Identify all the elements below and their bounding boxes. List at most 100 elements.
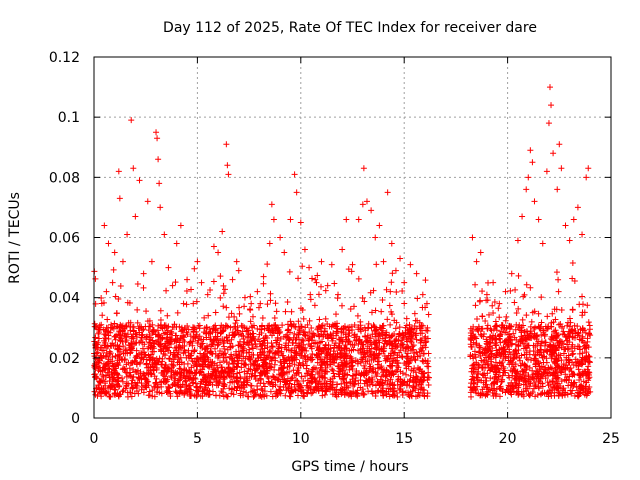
data-point (261, 359, 268, 366)
data-point (394, 393, 401, 400)
data-point (315, 291, 322, 298)
data-point (307, 296, 314, 303)
data-point (357, 346, 364, 353)
data-point (116, 195, 123, 202)
data-point (372, 355, 379, 362)
data-point (410, 367, 417, 374)
data-point (389, 345, 396, 352)
data-point (532, 352, 539, 359)
data-point (149, 387, 156, 394)
data-point (322, 345, 329, 352)
data-point (569, 259, 576, 266)
data-point (495, 375, 502, 382)
data-point (288, 347, 295, 354)
data-point (265, 326, 272, 333)
data-point (387, 376, 394, 383)
data-point (383, 388, 390, 395)
data-point (322, 353, 329, 360)
data-point (564, 322, 571, 329)
data-point (569, 359, 576, 366)
data-point (339, 338, 346, 345)
data-point (156, 180, 163, 187)
data-point (522, 362, 529, 369)
data-point (474, 326, 481, 333)
data-point (315, 333, 322, 340)
data-point (133, 388, 140, 395)
data-point (141, 341, 148, 348)
data-point (400, 379, 407, 386)
data-point (365, 320, 372, 327)
data-point (475, 327, 482, 334)
data-point (551, 384, 558, 391)
data-point (360, 165, 367, 172)
data-point (258, 323, 265, 330)
data-point (408, 339, 415, 346)
data-point (503, 313, 510, 320)
data-point (564, 341, 571, 348)
data-point (393, 344, 400, 351)
data-point (150, 327, 157, 334)
data-point (231, 313, 238, 320)
data-point (220, 351, 227, 358)
data-point (241, 324, 248, 331)
data-point (336, 344, 343, 351)
data-point (477, 249, 484, 256)
data-point (413, 336, 420, 343)
data-point (277, 359, 284, 366)
data-point (255, 336, 262, 343)
data-point (519, 316, 526, 323)
data-point (403, 389, 410, 396)
data-point (544, 389, 551, 396)
data-point (290, 367, 297, 374)
data-point (315, 385, 322, 392)
data-point (233, 258, 240, 265)
data-point (379, 335, 386, 342)
data-point (245, 365, 252, 372)
data-point (235, 342, 242, 349)
data-point (143, 361, 150, 368)
data-point (321, 327, 328, 334)
data-point (523, 363, 530, 370)
data-point (289, 374, 296, 381)
data-point (400, 345, 407, 352)
data-point (266, 240, 273, 247)
data-point (115, 392, 122, 399)
data-point (306, 317, 313, 324)
data-point (241, 294, 248, 301)
data-point (527, 284, 534, 291)
data-point (523, 344, 530, 351)
data-point (422, 357, 429, 364)
data-point (318, 350, 325, 357)
data-point (579, 326, 586, 333)
data-point (147, 364, 154, 371)
data-point (353, 371, 360, 378)
data-point (513, 310, 520, 317)
data-point (225, 171, 232, 178)
data-point (219, 367, 226, 374)
data-point (347, 306, 354, 313)
data-point (220, 290, 227, 297)
data-point (474, 383, 481, 390)
data-point (527, 323, 534, 330)
data-point (271, 350, 278, 357)
data-point (299, 361, 306, 368)
data-point (406, 321, 413, 328)
data-point (173, 240, 180, 247)
data-point (150, 383, 157, 390)
data-point (520, 377, 527, 384)
data-point (418, 384, 425, 391)
data-point (317, 381, 324, 388)
data-point (215, 249, 222, 256)
data-point (287, 347, 294, 354)
data-point (380, 385, 387, 392)
data-point (359, 295, 366, 302)
data-point (260, 280, 267, 287)
data-point (286, 362, 293, 369)
data-point (411, 322, 418, 329)
data-point (525, 174, 532, 181)
data-point (174, 393, 181, 400)
data-point (285, 326, 292, 333)
data-point (167, 373, 174, 380)
data-point (188, 364, 195, 371)
